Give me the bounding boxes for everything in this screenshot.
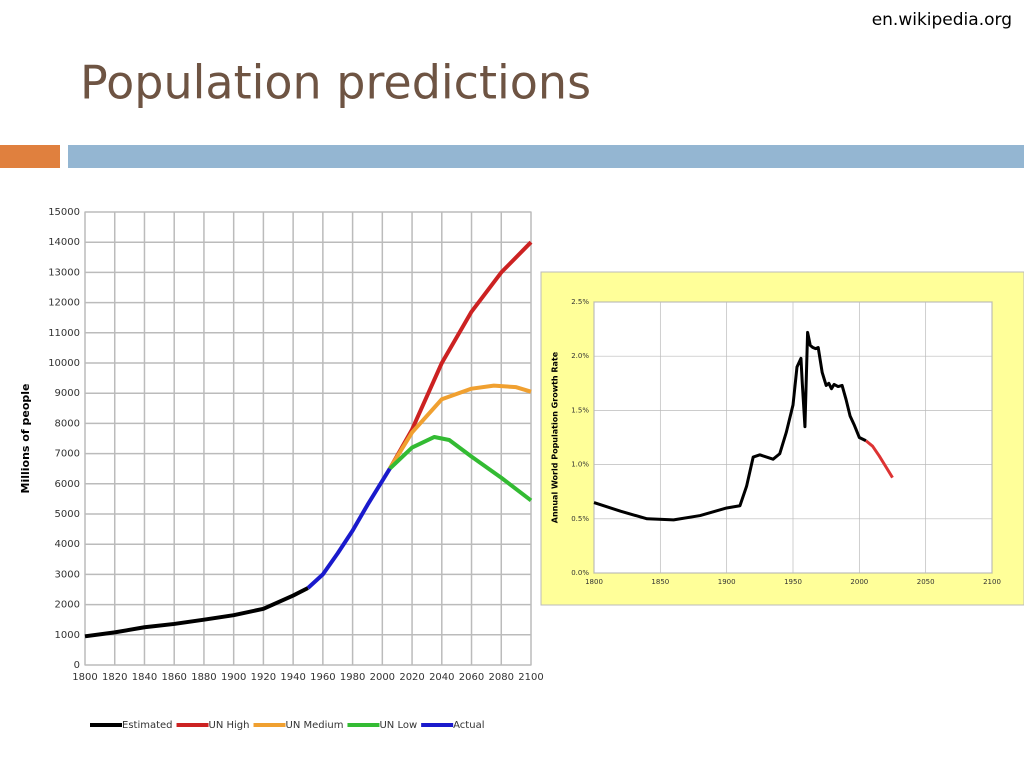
y-tick-label: 2.0% (571, 352, 589, 360)
x-tick-label: 2100 (983, 578, 1001, 586)
y-tick-label: 11000 (48, 328, 80, 339)
y-tick-label: 7000 (55, 449, 80, 460)
accent-bar (68, 145, 1024, 168)
x-tick-label: 2020 (399, 672, 424, 683)
x-tick-label: 1800 (585, 578, 603, 586)
x-tick-label: 1940 (280, 672, 305, 683)
x-tick-label: 2050 (917, 578, 935, 586)
x-tick-label: 1860 (161, 672, 186, 683)
x-tick-label: 1920 (251, 672, 276, 683)
series-line (865, 439, 894, 479)
x-tick-label: 1800 (72, 672, 97, 683)
y-axis-label: Annual World Population Growth Rate (551, 351, 560, 523)
x-tick-label: 2060 (459, 672, 484, 683)
y-tick-label: 3000 (55, 569, 80, 580)
x-tick-label: 1960 (310, 672, 335, 683)
series-line (84, 586, 309, 639)
series-line (306, 467, 392, 590)
x-tick-label: 2000 (850, 578, 868, 586)
slide-title: Population predictions (80, 56, 591, 110)
accent-bar (0, 145, 60, 168)
x-tick-label: 2100 (518, 672, 543, 683)
y-tick-label: 12000 (48, 298, 80, 309)
y-axis-label: Millions of people (19, 384, 32, 494)
legend-label: UN High (209, 720, 250, 731)
y-tick-label: 0 (74, 660, 80, 671)
x-tick-label: 1840 (132, 672, 157, 683)
y-tick-label: 2000 (55, 600, 80, 611)
x-tick-label: 2000 (370, 672, 395, 683)
series-line (593, 330, 867, 522)
y-tick-label: 5000 (55, 509, 80, 520)
y-tick-label: 15000 (48, 207, 80, 218)
legend-label: UN Medium (286, 720, 344, 731)
legend-label: Actual (453, 720, 484, 731)
x-tick-label: 2040 (429, 672, 454, 683)
y-tick-label: 1.5% (571, 406, 589, 414)
y-tick-label: 8000 (55, 418, 80, 429)
series-line (388, 434, 533, 503)
legend-label: Estimated (122, 720, 173, 731)
x-tick-label: 1900 (221, 672, 246, 683)
y-tick-label: 4000 (55, 539, 80, 550)
series-line (388, 383, 532, 470)
y-tick-label: 14000 (48, 237, 80, 248)
y-tick-label: 9000 (55, 388, 80, 399)
y-tick-label: 0.0% (571, 569, 589, 577)
x-tick-label: 1820 (102, 672, 127, 683)
x-tick-label: 2080 (489, 672, 514, 683)
y-tick-label: 6000 (55, 479, 80, 490)
y-tick-label: 2.5% (571, 298, 589, 306)
x-tick-label: 1880 (191, 672, 216, 683)
y-tick-label: 13000 (48, 267, 80, 278)
y-tick-label: 1000 (55, 630, 80, 641)
x-tick-label: 1850 (651, 578, 669, 586)
x-tick-label: 1900 (718, 578, 736, 586)
legend-label: UN Low (379, 720, 417, 731)
plot-area (84, 211, 532, 666)
y-tick-label: 10000 (48, 358, 80, 369)
x-tick-label: 1950 (784, 578, 802, 586)
y-tick-label: 1.0% (571, 461, 589, 469)
source: en.wikipedia.org (872, 10, 1012, 30)
x-tick-label: 1980 (340, 672, 365, 683)
y-tick-label: 0.5% (571, 515, 589, 523)
